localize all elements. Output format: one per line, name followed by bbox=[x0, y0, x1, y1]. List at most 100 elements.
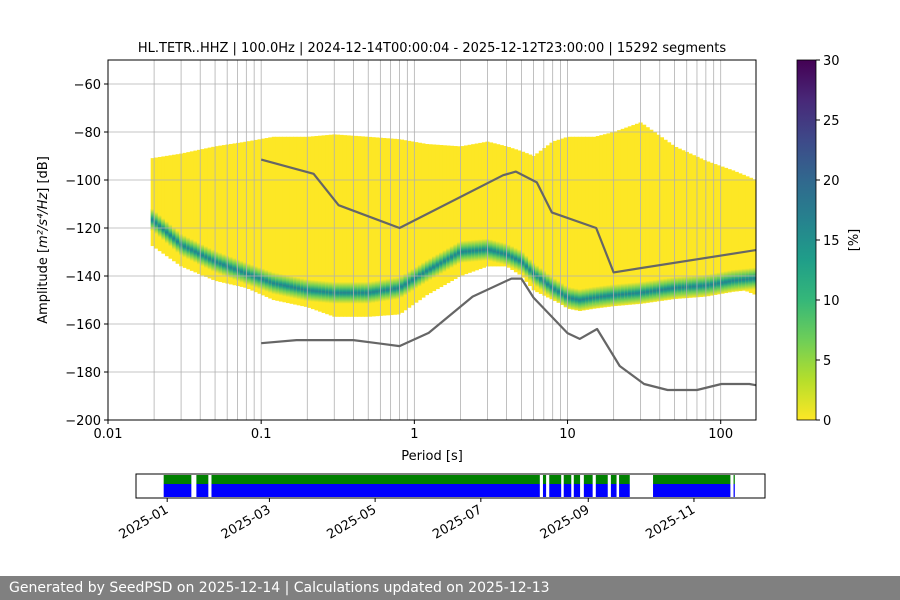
mode-band-cell bbox=[189, 239, 195, 262]
mode-band-cell bbox=[613, 284, 618, 307]
density-column bbox=[214, 146, 219, 282]
density-column bbox=[556, 139, 561, 303]
psd-availability-segment bbox=[619, 484, 630, 497]
density-column bbox=[264, 138, 269, 297]
mode-band-cell bbox=[439, 252, 444, 275]
density-column bbox=[371, 137, 376, 317]
density-column bbox=[339, 134, 344, 317]
mode-band-cell bbox=[560, 282, 565, 305]
density-column bbox=[314, 136, 319, 311]
density-column bbox=[510, 148, 515, 270]
density-column bbox=[521, 151, 526, 278]
density-column bbox=[627, 126, 632, 299]
density-column bbox=[382, 138, 387, 316]
mode-band-cell bbox=[289, 276, 294, 299]
density-column bbox=[200, 149, 205, 276]
y-tick-label: −80 bbox=[74, 126, 101, 141]
density-column bbox=[367, 136, 373, 317]
mode-band-cell bbox=[278, 273, 284, 296]
mode-band-cell bbox=[325, 281, 330, 304]
mode-band-cell bbox=[702, 274, 707, 297]
mode-band-cell bbox=[567, 286, 572, 309]
mode-band-cell bbox=[528, 258, 533, 281]
noise-model-lines bbox=[260, 158, 756, 392]
density-column bbox=[410, 141, 415, 306]
mode-band-cell bbox=[161, 218, 166, 241]
density-column bbox=[503, 146, 508, 267]
density-column bbox=[574, 136, 579, 309]
mode-band-cell bbox=[513, 247, 519, 270]
density-column bbox=[702, 160, 707, 291]
data-availability-segment bbox=[549, 475, 562, 484]
mode-band-cell bbox=[460, 240, 465, 263]
density-column bbox=[631, 125, 636, 299]
density-column bbox=[286, 136, 291, 304]
data-availability-segment bbox=[211, 475, 540, 484]
mode-band-cell bbox=[168, 224, 173, 247]
nhnm-line bbox=[260, 158, 756, 274]
density-column bbox=[417, 142, 422, 301]
density-column bbox=[321, 135, 326, 313]
mode-band-cell bbox=[421, 262, 426, 285]
mode-band-cell bbox=[229, 256, 234, 279]
mode-band-cell bbox=[731, 269, 736, 292]
data-availability-segment bbox=[619, 475, 630, 484]
density-column bbox=[464, 145, 469, 275]
density-column bbox=[599, 135, 604, 304]
density-column bbox=[310, 136, 316, 310]
mode-band-cell bbox=[382, 279, 387, 302]
density-column bbox=[175, 154, 180, 264]
density-column bbox=[659, 137, 665, 297]
mode-band-cell bbox=[599, 285, 604, 308]
y-tick-label: −100 bbox=[65, 174, 101, 189]
mode-band-cell bbox=[264, 269, 269, 292]
mode-band-cell bbox=[606, 284, 611, 307]
mode-band-cell bbox=[659, 278, 665, 301]
mode-band-cell bbox=[314, 280, 319, 303]
data-availability-segment bbox=[583, 475, 593, 484]
density-column bbox=[307, 136, 312, 308]
mode-band-cell bbox=[385, 278, 390, 301]
density-column bbox=[481, 142, 486, 268]
mode-band-cell bbox=[293, 276, 298, 299]
x-tick-label: 10 bbox=[559, 427, 576, 442]
density-column bbox=[204, 148, 209, 277]
mode-band-cell bbox=[574, 288, 579, 311]
mode-band-cell bbox=[456, 242, 462, 265]
mode-band-cell bbox=[172, 227, 177, 250]
density-column bbox=[421, 143, 426, 298]
mode-band-cell bbox=[221, 253, 227, 276]
density-column bbox=[250, 140, 255, 291]
mode-band-cell bbox=[510, 246, 515, 269]
density-column bbox=[350, 135, 355, 317]
mode-band-cell bbox=[157, 215, 162, 238]
mode-band-cell bbox=[375, 280, 380, 303]
density-column bbox=[360, 136, 365, 317]
density-column bbox=[154, 157, 159, 249]
density-column bbox=[246, 141, 251, 290]
psd-availability-segment bbox=[563, 484, 572, 497]
density-column bbox=[649, 129, 654, 297]
mode-band-cell bbox=[649, 280, 654, 303]
mode-band-cell bbox=[538, 267, 543, 290]
data-availability-segment bbox=[610, 475, 617, 484]
density-column bbox=[602, 134, 608, 303]
density-column bbox=[435, 144, 440, 290]
mode-band-cell bbox=[453, 244, 458, 267]
density-column bbox=[709, 162, 714, 290]
mode-band-cell bbox=[403, 273, 408, 296]
density-column bbox=[243, 141, 248, 288]
mode-band-cell bbox=[271, 272, 276, 295]
mode-band-cell bbox=[446, 248, 451, 271]
data-availability-segment bbox=[196, 475, 209, 484]
density-column bbox=[439, 145, 444, 288]
mode-band-cell bbox=[410, 268, 415, 291]
y-axis-label: Amplitude [m²/s⁴/Hz] [dB] bbox=[36, 156, 51, 324]
density-column bbox=[496, 144, 501, 267]
mode-band-cell bbox=[364, 281, 369, 304]
density-column bbox=[670, 144, 675, 296]
mode-band-cell bbox=[602, 285, 608, 308]
colorbar-tick-label: 30 bbox=[823, 54, 840, 69]
density-column bbox=[318, 135, 323, 312]
density-column bbox=[723, 167, 729, 287]
